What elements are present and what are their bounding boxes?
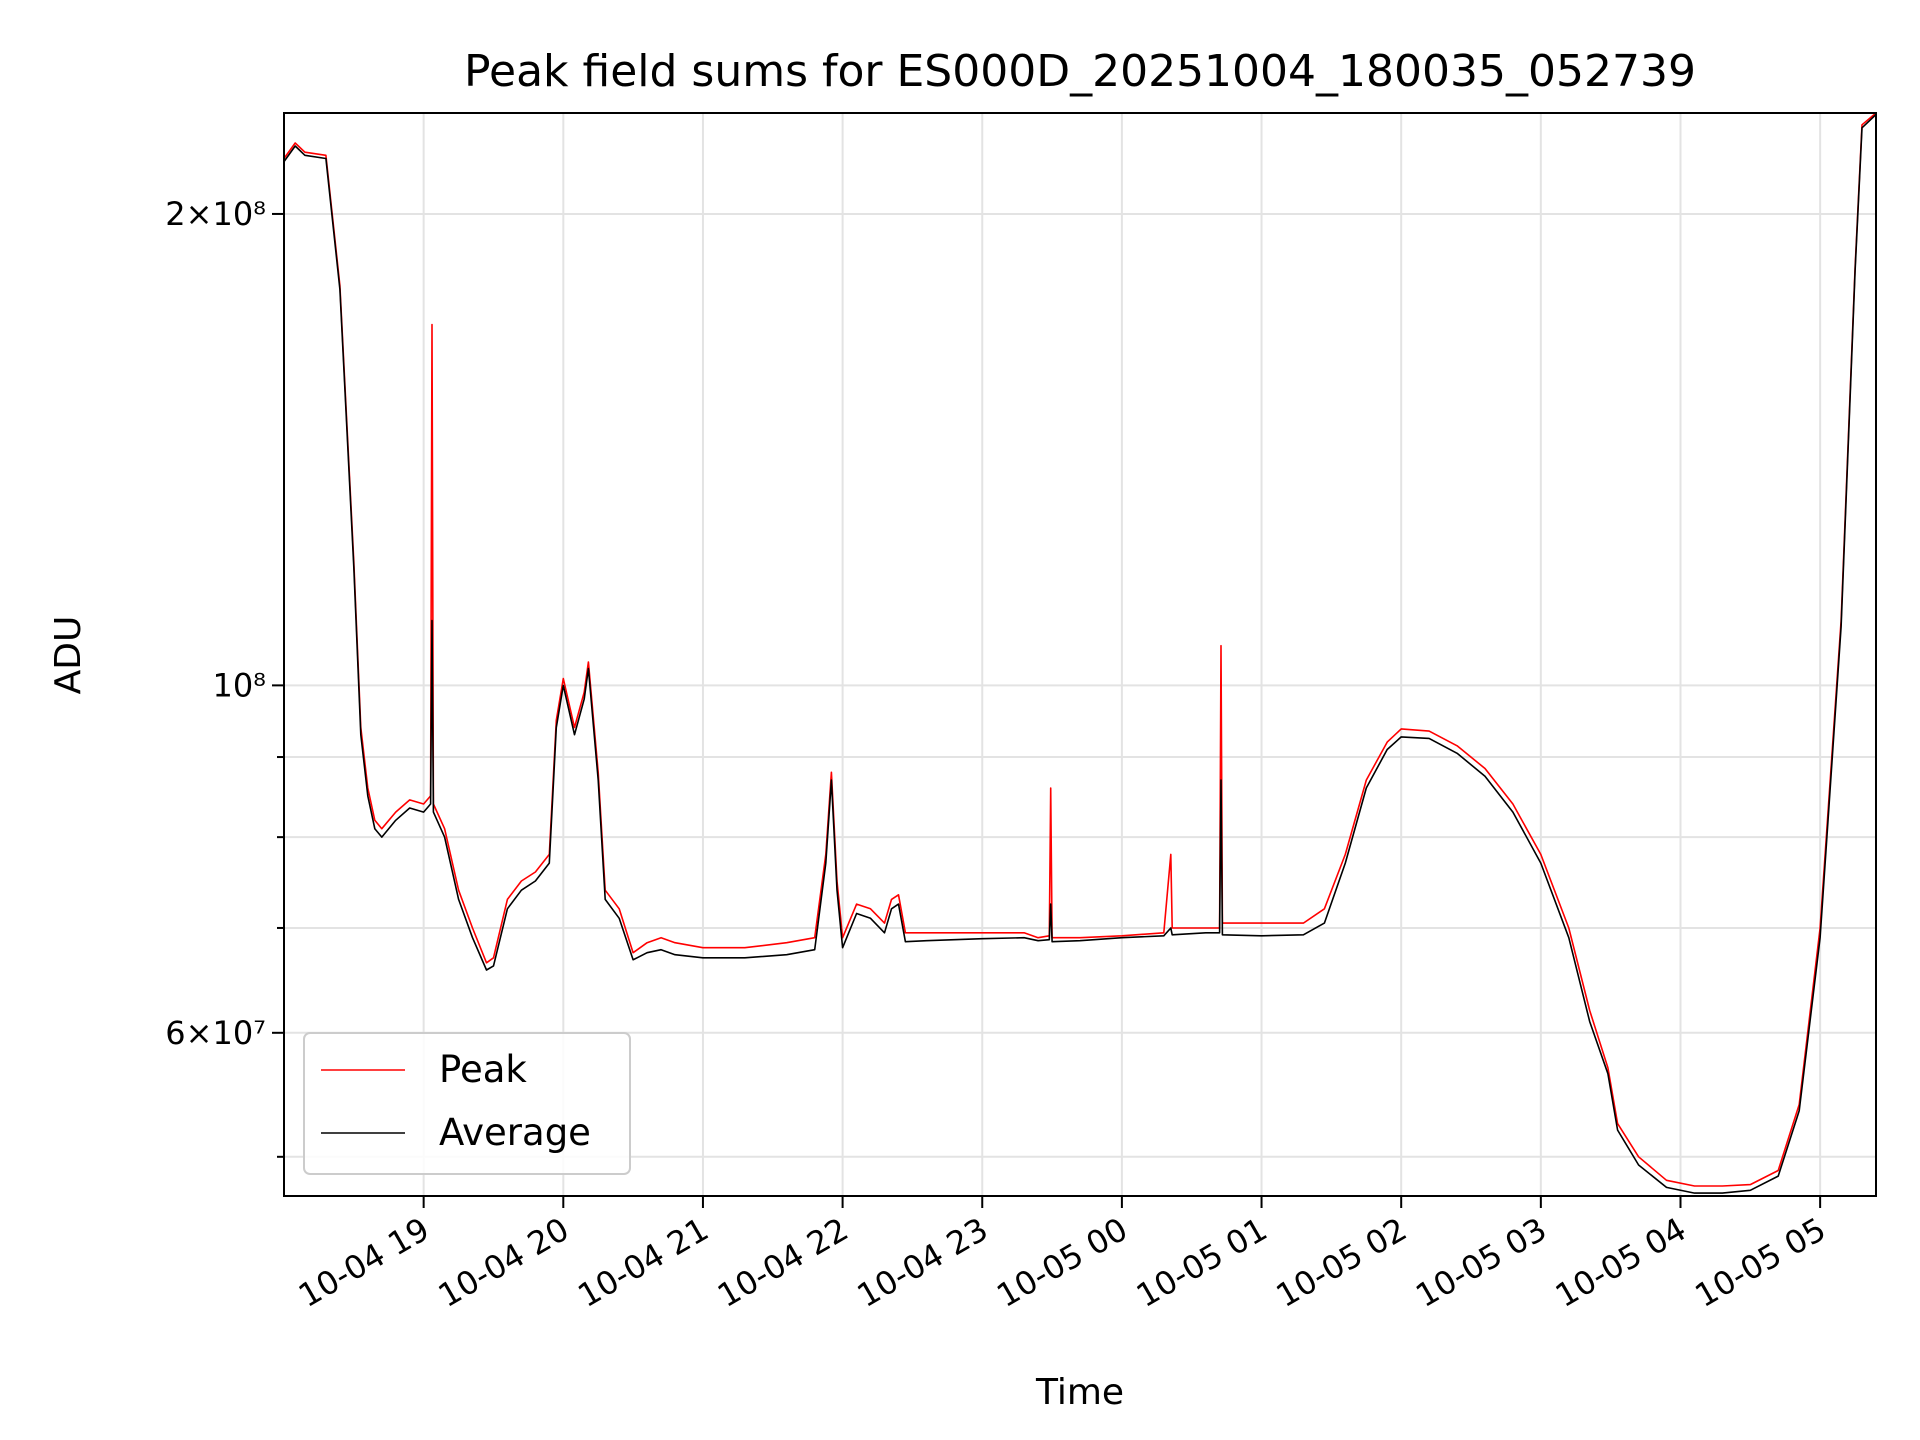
legend: Peak Average	[303, 1032, 631, 1175]
x-tick-label: 10-05 01	[1130, 1210, 1274, 1315]
series-line-average	[283, 113, 1877, 1194]
series-line-peak	[283, 112, 1877, 1187]
y-tick-label: 6×10⁷	[165, 1014, 266, 1052]
x-tick-label: 10-04 20	[432, 1210, 576, 1315]
x-tick-label: 10-04 22	[711, 1210, 855, 1315]
x-tick-label: 10-05 05	[1689, 1210, 1833, 1315]
y-tick-label: 2×10⁸	[165, 195, 266, 233]
x-tick-label: 10-05 00	[990, 1210, 1134, 1315]
chart-title: Peak field sums for ES000D_20251004_1800…	[464, 46, 1696, 97]
x-tick-label: 10-05 02	[1270, 1210, 1414, 1315]
x-tick-label: 10-04 21	[571, 1210, 715, 1315]
x-tick-label: 10-04 23	[851, 1210, 995, 1315]
x-tick-label: 10-05 04	[1549, 1210, 1693, 1315]
legend-label-average: Average	[439, 1111, 591, 1154]
plot-frame	[283, 112, 1877, 1197]
y-axis-label: ADU	[48, 616, 89, 695]
legend-label-peak: Peak	[439, 1048, 527, 1091]
x-tick-label: 10-05 03	[1409, 1210, 1553, 1315]
y-tick-label: 10⁸	[212, 666, 266, 704]
x-axis-label: Time	[1035, 1372, 1124, 1413]
grid-layer	[284, 113, 1876, 1196]
legend-box	[303, 1032, 631, 1175]
series-layer	[283, 112, 1877, 1194]
x-tick-label: 10-04 19	[292, 1210, 436, 1315]
